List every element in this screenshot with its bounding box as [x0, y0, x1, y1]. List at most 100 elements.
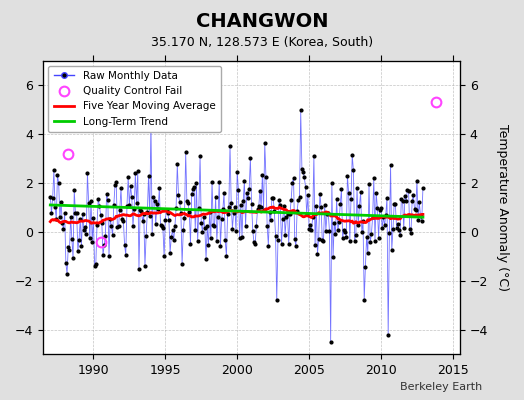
- Point: [87, 198, 95, 204]
- Point: [92, 261, 100, 268]
- Point: [395, 227, 403, 233]
- Point: [146, 213, 154, 220]
- Point: [210, 223, 219, 229]
- Point: [388, 247, 396, 253]
- Point: [72, 209, 81, 216]
- Point: [60, 210, 69, 216]
- Point: [336, 201, 344, 207]
- Point: [298, 166, 306, 172]
- Point: [89, 214, 97, 221]
- Point: [363, 234, 371, 240]
- Point: [360, 297, 368, 303]
- Point: [225, 204, 233, 210]
- Point: [152, 201, 161, 208]
- Point: [110, 202, 118, 208]
- Point: [256, 188, 264, 194]
- Point: [118, 216, 126, 222]
- Point: [275, 197, 283, 204]
- Point: [368, 214, 377, 220]
- Point: [326, 339, 335, 345]
- Point: [280, 203, 288, 209]
- Point: [376, 207, 384, 213]
- Point: [76, 216, 84, 222]
- Point: [353, 185, 361, 192]
- Point: [95, 202, 104, 209]
- Point: [150, 198, 159, 204]
- Point: [191, 226, 200, 233]
- Point: [106, 216, 114, 222]
- Point: [287, 197, 296, 204]
- Point: [232, 228, 240, 234]
- Point: [141, 262, 149, 269]
- Point: [216, 243, 225, 249]
- Point: [315, 191, 324, 197]
- Point: [84, 199, 93, 206]
- Point: [168, 227, 177, 234]
- Point: [415, 199, 423, 205]
- Point: [179, 227, 188, 233]
- Text: 35.170 N, 128.573 E (Korea, South): 35.170 N, 128.573 E (Korea, South): [151, 36, 373, 49]
- Point: [245, 185, 254, 192]
- Point: [81, 224, 89, 230]
- Point: [386, 162, 395, 168]
- Point: [346, 237, 354, 244]
- Point: [156, 222, 165, 228]
- Point: [181, 149, 190, 156]
- Point: [166, 250, 174, 256]
- Point: [325, 228, 334, 234]
- Point: [380, 222, 389, 228]
- Point: [281, 232, 289, 238]
- Point: [355, 203, 364, 210]
- Point: [185, 209, 193, 215]
- Point: [247, 201, 256, 207]
- Point: [221, 237, 230, 243]
- Point: [46, 193, 54, 200]
- Point: [239, 198, 247, 204]
- Point: [418, 218, 426, 224]
- Point: [88, 239, 96, 245]
- Point: [227, 200, 235, 206]
- Point: [126, 183, 135, 189]
- Point: [220, 190, 228, 196]
- Point: [51, 204, 59, 211]
- Point: [56, 214, 64, 220]
- Point: [154, 206, 162, 212]
- Point: [180, 215, 189, 221]
- Point: [190, 184, 198, 190]
- Point: [335, 219, 343, 226]
- Point: [329, 254, 337, 261]
- Point: [271, 232, 280, 239]
- Point: [75, 236, 83, 243]
- Point: [67, 214, 75, 220]
- Point: [117, 185, 125, 191]
- Point: [228, 226, 237, 232]
- Point: [413, 177, 421, 184]
- Point: [119, 218, 127, 224]
- Point: [160, 253, 168, 260]
- Point: [289, 175, 298, 181]
- Point: [314, 235, 323, 242]
- Point: [111, 182, 119, 189]
- Point: [113, 223, 122, 230]
- Point: [201, 225, 209, 232]
- Point: [385, 230, 394, 236]
- Point: [50, 167, 58, 174]
- Point: [277, 241, 286, 247]
- Point: [279, 216, 287, 222]
- Point: [173, 161, 181, 168]
- Point: [341, 228, 349, 235]
- Point: [378, 225, 386, 232]
- Point: [104, 196, 112, 203]
- Point: [286, 211, 294, 218]
- Point: [396, 231, 405, 238]
- Point: [171, 223, 179, 230]
- Point: [217, 216, 226, 223]
- Point: [134, 168, 142, 174]
- Point: [394, 221, 402, 227]
- Point: [306, 222, 314, 228]
- Point: [391, 201, 400, 208]
- Point: [240, 178, 248, 184]
- Point: [324, 210, 332, 216]
- Point: [162, 206, 171, 213]
- Point: [184, 200, 192, 206]
